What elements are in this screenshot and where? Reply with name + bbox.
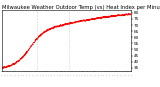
Text: Milwaukee Weather Outdoor Temp (vs) Heat Index per Minute (Last 24 Hours): Milwaukee Weather Outdoor Temp (vs) Heat… <box>2 5 160 10</box>
